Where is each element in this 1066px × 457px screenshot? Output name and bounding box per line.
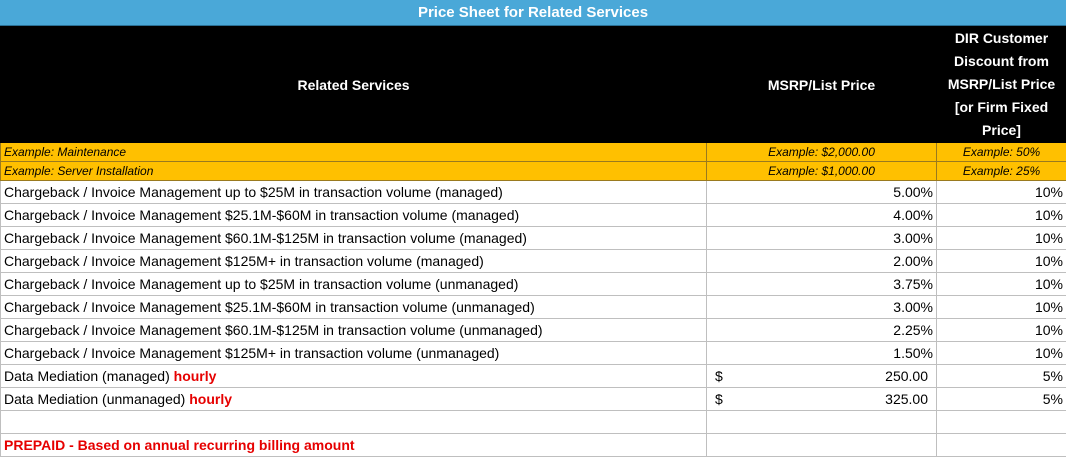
discount-cell[interactable]: 5% <box>936 387 1066 411</box>
table-row: Chargeback / Invoice Management $25.1M-$… <box>0 203 1066 227</box>
table-row: Chargeback / Invoice Management $60.1M-$… <box>0 318 1066 342</box>
discount-cell[interactable]: 10% <box>936 180 1066 204</box>
header-msrp[interactable]: MSRP/List Price <box>706 26 937 143</box>
price-table: Related Services MSRP/List Price DIR Cus… <box>0 26 1066 457</box>
header-discount[interactable]: DIR Customer Discount from MSRP/List Pri… <box>936 26 1066 143</box>
blank-cell[interactable] <box>706 433 937 457</box>
service-cell[interactable]: Chargeback / Invoice Management $60.1M-$… <box>0 318 707 342</box>
service-cell[interactable]: Chargeback / Invoice Management $60.1M-$… <box>0 226 707 250</box>
price-cell[interactable]: 3.75% <box>706 272 937 296</box>
unit-label: hourly <box>173 368 217 384</box>
sheet-title: Price Sheet for Related Services <box>0 0 1066 26</box>
amount: 325.00 <box>885 391 928 407</box>
table-row: Chargeback / Invoice Management up to $2… <box>0 272 1066 296</box>
example-label[interactable]: Example: Maintenance <box>0 142 707 162</box>
example-row: Example: Maintenance Example: $2,000.00 … <box>0 142 1066 162</box>
price-cell[interactable]: 3.00% <box>706 295 937 319</box>
blank-row <box>0 410 1066 434</box>
table-row-mediation: Data Mediation (managed) hourly $250.00 … <box>0 364 1066 388</box>
discount-cell[interactable]: 10% <box>936 295 1066 319</box>
example-label[interactable]: Example: Server Installation <box>0 161 707 181</box>
blank-cell[interactable] <box>936 410 1066 434</box>
price-cell[interactable]: 5.00% <box>706 180 937 204</box>
service-cell[interactable]: Chargeback / Invoice Management $25.1M-$… <box>0 295 707 319</box>
service-cell[interactable]: Chargeback / Invoice Management up to $2… <box>0 272 707 296</box>
table-row: Chargeback / Invoice Management $125M+ i… <box>0 341 1066 365</box>
table-row: Chargeback / Invoice Management up to $2… <box>0 180 1066 204</box>
price-cell[interactable]: 2.00% <box>706 249 937 273</box>
price-cell[interactable]: 1.50% <box>706 341 937 365</box>
discount-cell[interactable]: 10% <box>936 226 1066 250</box>
amount: 250.00 <box>885 368 928 384</box>
header-row: Related Services MSRP/List Price DIR Cus… <box>0 26 1066 143</box>
table-row: Chargeback / Invoice Management $125M+ i… <box>0 249 1066 273</box>
prepaid-note[interactable]: PREPAID - Based on annual recurring bill… <box>0 433 707 457</box>
service-cell[interactable]: Data Mediation (managed) hourly <box>0 364 707 388</box>
example-discount[interactable]: Example: 25% <box>936 161 1066 181</box>
price-cell[interactable]: $250.00 <box>706 364 937 388</box>
discount-cell[interactable]: 5% <box>936 364 1066 388</box>
currency-symbol: $ <box>715 391 723 407</box>
discount-cell[interactable]: 10% <box>936 272 1066 296</box>
service-text: Data Mediation (unmanaged) <box>4 391 190 407</box>
header-related-services[interactable]: Related Services <box>0 26 707 143</box>
discount-cell[interactable]: 10% <box>936 341 1066 365</box>
blank-cell[interactable] <box>936 433 1066 457</box>
discount-cell[interactable]: 10% <box>936 203 1066 227</box>
table-row: Chargeback / Invoice Management $60.1M-$… <box>0 226 1066 250</box>
discount-cell[interactable]: 10% <box>936 318 1066 342</box>
service-cell[interactable]: Chargeback / Invoice Management $25.1M-$… <box>0 203 707 227</box>
price-cell[interactable]: $325.00 <box>706 387 937 411</box>
service-cell[interactable]: Chargeback / Invoice Management $125M+ i… <box>0 249 707 273</box>
example-row: Example: Server Installation Example: $1… <box>0 161 1066 181</box>
blank-cell[interactable] <box>706 410 937 434</box>
prepaid-row: PREPAID - Based on annual recurring bill… <box>0 433 1066 457</box>
service-cell[interactable]: Chargeback / Invoice Management up to $2… <box>0 180 707 204</box>
currency-symbol: $ <box>715 368 723 384</box>
table-row: Chargeback / Invoice Management $25.1M-$… <box>0 295 1066 319</box>
example-price[interactable]: Example: $1,000.00 <box>706 161 937 181</box>
service-text: Data Mediation (managed) <box>4 368 174 384</box>
service-cell[interactable]: Data Mediation (unmanaged) hourly <box>0 387 707 411</box>
price-cell[interactable]: 2.25% <box>706 318 937 342</box>
discount-cell[interactable]: 10% <box>936 249 1066 273</box>
price-cell[interactable]: 3.00% <box>706 226 937 250</box>
blank-cell[interactable] <box>0 410 707 434</box>
table-row-mediation: Data Mediation (unmanaged) hourly $325.0… <box>0 387 1066 411</box>
service-cell[interactable]: Chargeback / Invoice Management $125M+ i… <box>0 341 707 365</box>
example-price[interactable]: Example: $2,000.00 <box>706 142 937 162</box>
price-cell[interactable]: 4.00% <box>706 203 937 227</box>
example-discount[interactable]: Example: 50% <box>936 142 1066 162</box>
unit-label: hourly <box>189 391 233 407</box>
